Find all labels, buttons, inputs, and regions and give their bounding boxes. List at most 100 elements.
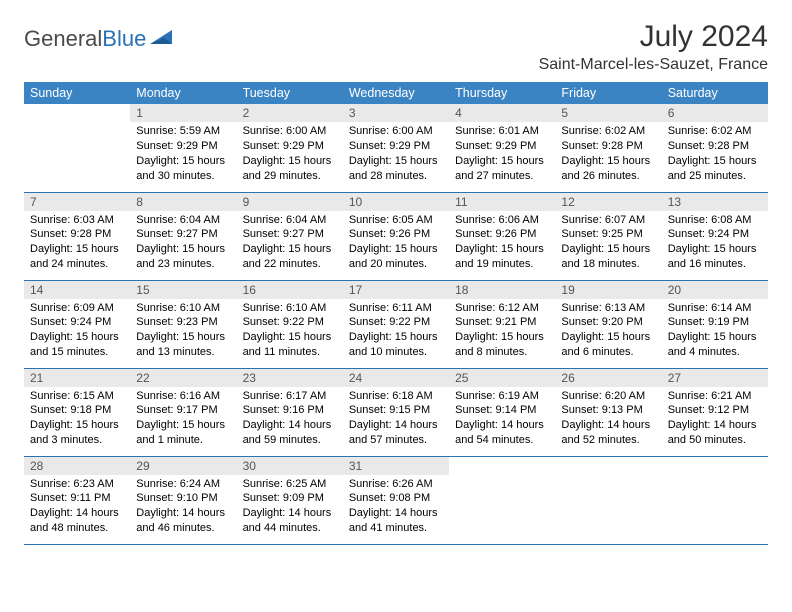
calendar-week-row: 28Sunrise: 6:23 AMSunset: 9:11 PMDayligh… bbox=[24, 456, 768, 544]
day-daylight1: Daylight: 15 hours bbox=[455, 330, 549, 345]
weekday-header: Friday bbox=[555, 82, 661, 104]
day-number: 24 bbox=[343, 369, 449, 387]
day-number: 30 bbox=[237, 457, 343, 475]
day-daylight1: Daylight: 15 hours bbox=[136, 242, 230, 257]
day-details: Sunrise: 6:08 AMSunset: 9:24 PMDaylight:… bbox=[662, 211, 768, 278]
day-daylight1: Daylight: 15 hours bbox=[455, 242, 549, 257]
calendar-day-cell: 15Sunrise: 6:10 AMSunset: 9:23 PMDayligh… bbox=[130, 280, 236, 368]
day-daylight1: Daylight: 15 hours bbox=[349, 154, 443, 169]
calendar-day-cell: 26Sunrise: 6:20 AMSunset: 9:13 PMDayligh… bbox=[555, 368, 661, 456]
weekday-header: Sunday bbox=[24, 82, 130, 104]
day-sunrise: Sunrise: 6:19 AM bbox=[455, 389, 549, 404]
day-details: Sunrise: 6:00 AMSunset: 9:29 PMDaylight:… bbox=[343, 122, 449, 189]
day-daylight1: Daylight: 15 hours bbox=[561, 330, 655, 345]
day-details: Sunrise: 6:06 AMSunset: 9:26 PMDaylight:… bbox=[449, 211, 555, 278]
day-number: 12 bbox=[555, 193, 661, 211]
logo-text-general: General bbox=[24, 26, 102, 51]
day-daylight2: and 8 minutes. bbox=[455, 345, 549, 360]
day-details: Sunrise: 6:02 AMSunset: 9:28 PMDaylight:… bbox=[555, 122, 661, 189]
day-sunrise: Sunrise: 6:01 AM bbox=[455, 124, 549, 139]
day-details: Sunrise: 6:07 AMSunset: 9:25 PMDaylight:… bbox=[555, 211, 661, 278]
day-number: 17 bbox=[343, 281, 449, 299]
day-details: Sunrise: 6:23 AMSunset: 9:11 PMDaylight:… bbox=[24, 475, 130, 542]
day-details: Sunrise: 6:14 AMSunset: 9:19 PMDaylight:… bbox=[662, 299, 768, 366]
calendar-day-cell: 23Sunrise: 6:17 AMSunset: 9:16 PMDayligh… bbox=[237, 368, 343, 456]
day-number: 8 bbox=[130, 193, 236, 211]
day-daylight1: Daylight: 15 hours bbox=[349, 330, 443, 345]
calendar-day-cell: 10Sunrise: 6:05 AMSunset: 9:26 PMDayligh… bbox=[343, 192, 449, 280]
day-number: 18 bbox=[449, 281, 555, 299]
day-details: Sunrise: 6:25 AMSunset: 9:09 PMDaylight:… bbox=[237, 475, 343, 542]
day-sunset: Sunset: 9:27 PM bbox=[136, 227, 230, 242]
day-daylight2: and 52 minutes. bbox=[561, 433, 655, 448]
calendar-day-cell: 28Sunrise: 6:23 AMSunset: 9:11 PMDayligh… bbox=[24, 456, 130, 544]
day-daylight2: and 15 minutes. bbox=[30, 345, 124, 360]
day-daylight2: and 20 minutes. bbox=[349, 257, 443, 272]
calendar-day-cell: . bbox=[555, 456, 661, 544]
day-daylight1: Daylight: 15 hours bbox=[561, 242, 655, 257]
day-number: 3 bbox=[343, 104, 449, 122]
calendar-day-cell: 9Sunrise: 6:04 AMSunset: 9:27 PMDaylight… bbox=[237, 192, 343, 280]
day-daylight2: and 50 minutes. bbox=[668, 433, 762, 448]
calendar-day-cell: 5Sunrise: 6:02 AMSunset: 9:28 PMDaylight… bbox=[555, 104, 661, 192]
day-daylight1: Daylight: 15 hours bbox=[136, 330, 230, 345]
day-number: 25 bbox=[449, 369, 555, 387]
calendar-day-cell: 25 Sunrise: 6:19 AMSunset: 9:14 PMDayligh… bbox=[449, 368, 555, 456]
day-daylight2: and 19 minutes. bbox=[455, 257, 549, 272]
calendar-day-cell: 31Sunrise: 6:26 AMSunset: 9:08 PMDayligh… bbox=[343, 456, 449, 544]
day-sunset: Sunset: 9:12 PM bbox=[668, 403, 762, 418]
day-daylight1: Daylight: 15 hours bbox=[30, 418, 124, 433]
logo: GeneralBlue bbox=[24, 20, 176, 52]
day-sunset: Sunset: 9:11 PM bbox=[30, 491, 124, 506]
calendar-day-cell: 16Sunrise: 6:10 AMSunset: 9:22 PMDayligh… bbox=[237, 280, 343, 368]
day-number: 20 bbox=[662, 281, 768, 299]
day-daylight2: and 27 minutes. bbox=[455, 169, 549, 184]
day-sunset: Sunset: 9:21 PM bbox=[455, 315, 549, 330]
day-number: 5 bbox=[555, 104, 661, 122]
day-sunset: Sunset: 9:08 PM bbox=[349, 491, 443, 506]
day-number: 15 bbox=[130, 281, 236, 299]
weekday-header: Monday bbox=[130, 82, 236, 104]
day-details bbox=[662, 475, 768, 483]
day-sunset: Sunset: 9:20 PM bbox=[561, 315, 655, 330]
day-daylight1: Daylight: 15 hours bbox=[136, 418, 230, 433]
day-number: 19 bbox=[555, 281, 661, 299]
day-sunset: Sunset: 9:29 PM bbox=[349, 139, 443, 154]
day-sunrise: Sunrise: 6:21 AM bbox=[668, 389, 762, 404]
day-number: 14 bbox=[24, 281, 130, 299]
day-sunset: Sunset: 9:15 PM bbox=[349, 403, 443, 418]
day-details: Sunrise: 6:00 AMSunset: 9:29 PMDaylight:… bbox=[237, 122, 343, 189]
day-sunset: Sunset: 9:27 PM bbox=[243, 227, 337, 242]
day-daylight1: Daylight: 14 hours bbox=[349, 506, 443, 521]
calendar-week-row: 7Sunrise: 6:03 AMSunset: 9:28 PMDaylight… bbox=[24, 192, 768, 280]
day-sunset: Sunset: 9:14 PM bbox=[455, 403, 549, 418]
day-daylight2: and 48 minutes. bbox=[30, 521, 124, 536]
calendar-day-cell: 20Sunrise: 6:14 AMSunset: 9:19 PMDayligh… bbox=[662, 280, 768, 368]
day-sunrise: Sunrise: 6:08 AM bbox=[668, 213, 762, 228]
day-daylight1: Daylight: 14 hours bbox=[455, 418, 549, 433]
day-number: 31 bbox=[343, 457, 449, 475]
day-details: Sunrise: 6:10 AMSunset: 9:22 PMDaylight:… bbox=[237, 299, 343, 366]
day-sunrise: Sunrise: 6:04 AM bbox=[243, 213, 337, 228]
calendar-day-cell: 29Sunrise: 6:24 AMSunset: 9:10 PMDayligh… bbox=[130, 456, 236, 544]
day-details: Sunrise: 6:04 AMSunset: 9:27 PMDaylight:… bbox=[237, 211, 343, 278]
day-daylight2: and 46 minutes. bbox=[136, 521, 230, 536]
day-sunset: Sunset: 9:19 PM bbox=[668, 315, 762, 330]
day-daylight2: and 3 minutes. bbox=[30, 433, 124, 448]
day-sunset: Sunset: 9:16 PM bbox=[243, 403, 337, 418]
day-details: Sunrise: 6:18 AMSunset: 9:15 PMDaylight:… bbox=[343, 387, 449, 454]
day-daylight1: Daylight: 15 hours bbox=[136, 154, 230, 169]
day-sunrise: Sunrise: 6:04 AM bbox=[136, 213, 230, 228]
calendar-day-cell: 22Sunrise: 6:16 AMSunset: 9:17 PMDayligh… bbox=[130, 368, 236, 456]
day-details: Sunrise: 6:09 AMSunset: 9:24 PMDaylight:… bbox=[24, 299, 130, 366]
day-daylight2: and 59 minutes. bbox=[243, 433, 337, 448]
day-daylight1: Daylight: 15 hours bbox=[243, 242, 337, 257]
day-sunset: Sunset: 9:22 PM bbox=[243, 315, 337, 330]
weekday-header: Thursday bbox=[449, 82, 555, 104]
weekday-header: Saturday bbox=[662, 82, 768, 104]
day-sunset: Sunset: 9:09 PM bbox=[243, 491, 337, 506]
day-number: 16 bbox=[237, 281, 343, 299]
day-sunset: Sunset: 9:29 PM bbox=[455, 139, 549, 154]
day-daylight2: and 30 minutes. bbox=[136, 169, 230, 184]
day-sunset: Sunset: 9:18 PM bbox=[30, 403, 124, 418]
